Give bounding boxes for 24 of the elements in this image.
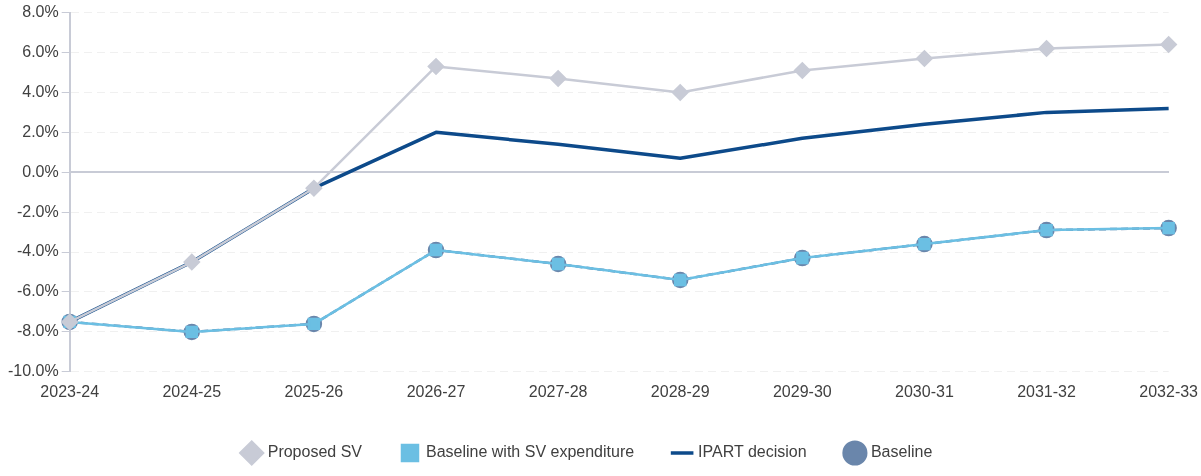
x-tick-label: 2026-27 [406,382,466,400]
x-tick-label: 2025-26 [284,382,344,400]
legend-label: IPART decision [698,443,807,461]
x-tick-label: 2032-33 [1139,382,1199,400]
x-tick-label: 2031-32 [1017,382,1076,400]
x-tick-label: 2024-25 [162,382,222,400]
y-tick-label: 6.0% [22,42,59,60]
y-tick-label: -6.0% [16,282,59,300]
x-tick-label: 2027-28 [528,382,588,400]
y-tick-label: -10.0% [7,362,59,380]
x-tick-label: 2028-29 [650,382,710,400]
y-tick-label: -8.0% [16,322,59,340]
legend-label: Baseline with SV expenditure [426,443,635,461]
y-tick-label: 4.0% [22,82,59,100]
y-tick-label: 8.0% [22,3,59,21]
x-tick-label: 2029-30 [772,382,832,400]
x-tick-label: 2023-24 [40,382,100,400]
y-tick-label: 2.0% [22,122,59,140]
y-tick-label: -2.0% [16,202,59,220]
x-tick-label: 2030-31 [895,382,954,400]
y-tick-label: -4.0% [16,242,59,260]
legend-label: Proposed SV [267,443,363,461]
y-tick-label: 0.0% [22,162,59,180]
legend-label: Baseline [870,443,933,461]
